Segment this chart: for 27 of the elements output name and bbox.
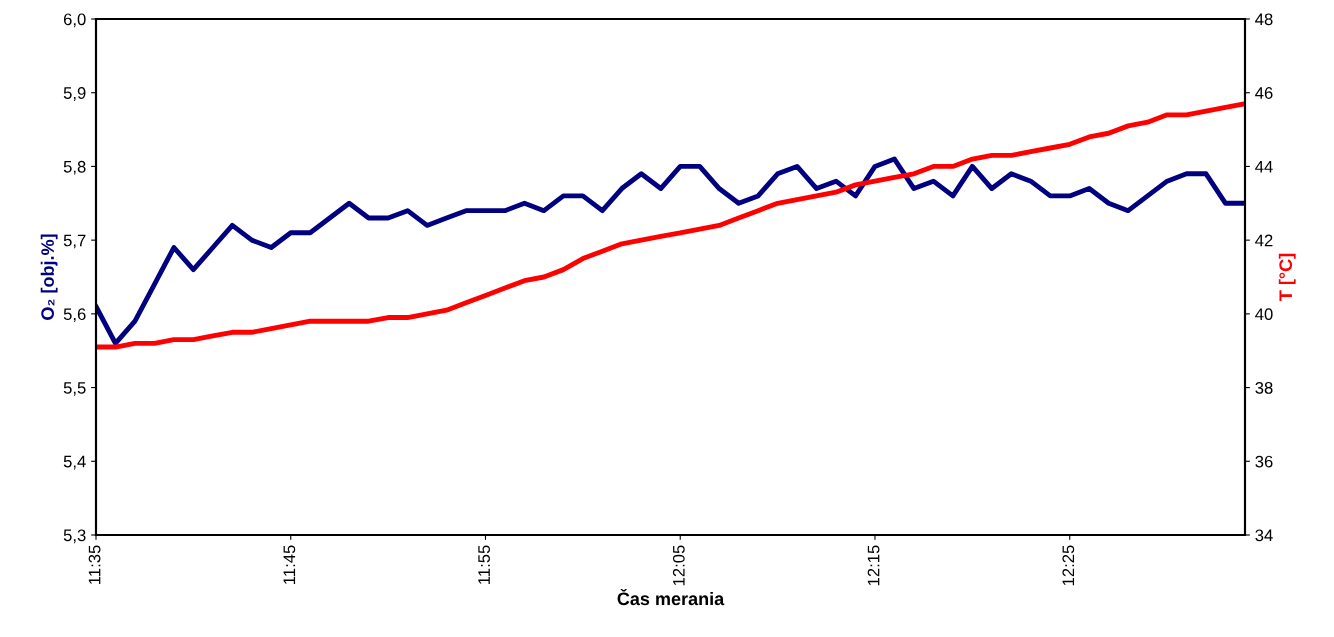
y2-tick-label: 34	[1255, 529, 1273, 542]
line-series	[96, 156, 1245, 346]
y2-tick-label: 42	[1255, 234, 1273, 247]
y-axis-title: O₂ [obj.%]	[40, 234, 58, 320]
x-tick-label: 12:25	[1062, 545, 1075, 586]
y-tick-label: 6,0	[63, 13, 86, 28]
y2-tick-label: 40	[1255, 308, 1273, 321]
y2-tick-label: 36	[1255, 455, 1273, 468]
y2-tick-label: 48	[1255, 13, 1273, 26]
y2-axis-title: T [°C]	[1278, 253, 1296, 301]
y2-tick-label: 44	[1255, 161, 1273, 173]
y-tick-label: 5,5	[63, 382, 86, 396]
y-tick-label: 5,4	[63, 455, 86, 470]
y-tick-label: 5,8	[63, 160, 86, 175]
x-tick-label: 12:15	[867, 545, 880, 586]
y-tick-label: 5,6	[63, 308, 86, 323]
y2-tick-label: 46	[1255, 87, 1273, 99]
line-series	[96, 101, 1245, 350]
x-tick-label: 11:55	[478, 545, 490, 584]
x-axis-title: Čas merania	[617, 588, 725, 606]
x-tick-label: 11:35	[88, 545, 101, 584]
x-tick-label: 12:05	[672, 545, 685, 586]
y-tick-label: 5,3	[63, 529, 86, 544]
y2-tick-label: 38	[1255, 381, 1273, 394]
y-tick-label: 5,9	[63, 87, 86, 101]
x-tick-label: 11:45	[283, 545, 296, 584]
y-tick-label: 5,7	[63, 234, 86, 249]
